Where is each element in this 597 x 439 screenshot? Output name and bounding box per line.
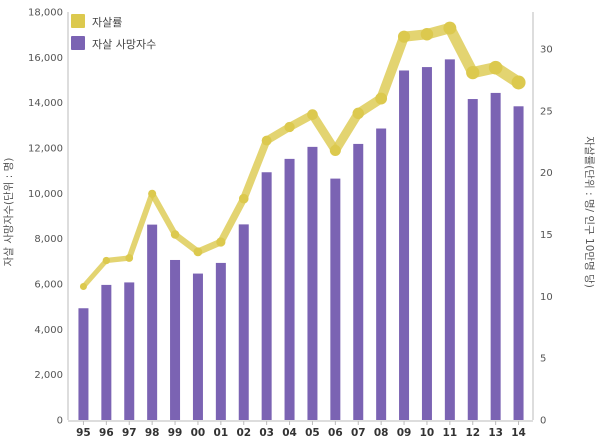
y-tick-label-right: 20 <box>540 168 553 179</box>
line-point <box>261 135 272 146</box>
line-point <box>329 144 341 156</box>
line-segment <box>171 231 202 256</box>
bar <box>399 70 410 420</box>
line-point <box>488 60 503 75</box>
y-tick-label-left: 16,000 <box>28 53 63 64</box>
bar <box>101 284 112 420</box>
x-tick-label: 10 <box>420 427 435 439</box>
line-series <box>79 21 526 290</box>
y-tick-label-left: 2,000 <box>34 370 63 381</box>
y-tick-label-right: 15 <box>540 230 553 241</box>
line-point <box>397 30 411 43</box>
bar <box>421 67 432 420</box>
legend: 자살률 자살 사망자수 <box>71 14 156 51</box>
y-tick-label-left: 12,000 <box>28 144 63 155</box>
line-point <box>79 282 87 290</box>
x-tick-label: 02 <box>236 427 251 439</box>
line-point <box>148 189 157 198</box>
bar <box>490 92 501 421</box>
x-tick-label: 97 <box>122 427 137 439</box>
bar <box>353 143 364 421</box>
x-tick-label: 09 <box>397 427 412 439</box>
line-point <box>284 121 295 133</box>
x-tick-label: 99 <box>168 427 183 439</box>
legend-swatch-deaths <box>71 36 85 50</box>
line-point <box>466 65 480 80</box>
bar <box>284 158 295 420</box>
x-tick-label: 12 <box>465 427 480 439</box>
line-segment <box>330 108 363 155</box>
bar <box>330 178 341 420</box>
line-point <box>307 109 318 120</box>
y-tick-label-left: 6,000 <box>34 280 63 291</box>
y-axis-title-right: 자살률(단위 : 명/ 인구 10만명 당) <box>583 136 596 288</box>
axes: 0 2,000 4,000 6,000 8,000 10,000 12,000 14,000 1… <box>28 8 553 439</box>
x-tick-label: 95 <box>76 427 91 439</box>
line-point <box>216 237 226 247</box>
line-point <box>375 92 388 105</box>
bar <box>444 59 455 421</box>
line-segment <box>126 190 156 261</box>
y-tick-label-left: 4,000 <box>34 325 63 336</box>
legend-label-deaths: 자살 사망자수 <box>92 38 156 51</box>
y-axis-title-left: 자살 사망자수(단위 : 명) <box>2 158 15 267</box>
x-tick-label: 03 <box>259 427 274 439</box>
x-tick-label: 13 <box>488 427 503 439</box>
line-point <box>170 230 180 239</box>
line-segment <box>239 136 271 203</box>
x-tick-label: 11 <box>443 427 458 439</box>
line-point <box>125 254 134 262</box>
y-tick-label-left: 8,000 <box>34 234 63 245</box>
line-segment <box>376 31 409 104</box>
x-tick-label: 04 <box>282 427 297 439</box>
line-point <box>420 27 434 41</box>
line-point <box>238 193 249 204</box>
bar <box>376 128 387 421</box>
legend-swatch-rate <box>71 14 85 28</box>
line-point <box>193 247 203 257</box>
y-tick-label-left: 10,000 <box>28 189 63 200</box>
legend-label-rate: 자살률 <box>92 16 122 29</box>
bar <box>238 224 249 420</box>
bar <box>147 224 158 420</box>
line-segment <box>217 195 248 246</box>
x-tick-label: 05 <box>305 427 320 439</box>
y-tick-label-left: 18,000 <box>28 8 63 19</box>
y-tick-label-right: 0 <box>540 416 546 427</box>
x-tick-label: 96 <box>99 427 114 439</box>
y-tick-label-right: 5 <box>540 354 546 365</box>
bar <box>513 106 524 420</box>
bar-series <box>78 59 524 421</box>
x-tick-label: 08 <box>374 427 389 439</box>
bar <box>467 99 478 420</box>
bar <box>192 273 203 420</box>
y-tick-label-left: 14,000 <box>28 98 63 109</box>
bar <box>261 172 272 420</box>
x-tick-label: 06 <box>328 427 343 439</box>
line-segment <box>80 258 109 289</box>
line-point <box>102 256 111 265</box>
y-tick-label-right: 25 <box>540 106 553 117</box>
line-segment <box>444 22 479 79</box>
line-segment <box>149 190 179 238</box>
bar <box>307 146 318 420</box>
line-segment <box>308 110 340 155</box>
bar <box>124 282 135 420</box>
bar <box>78 308 89 420</box>
bar <box>215 262 226 420</box>
line-point <box>443 21 457 35</box>
x-tick-label: 01 <box>214 427 229 439</box>
x-tick-label: 98 <box>145 427 160 439</box>
y-tick-label-left: 0 <box>57 416 63 427</box>
x-tick-label: 07 <box>351 427 366 439</box>
line-point <box>511 75 526 90</box>
y-tick-label-right: 30 <box>540 45 553 56</box>
y-tick-label-right: 10 <box>540 292 553 303</box>
x-tick-label: 14 <box>511 427 526 439</box>
bar <box>170 259 181 420</box>
x-tick-label: 00 <box>191 427 206 439</box>
line-point <box>352 107 364 120</box>
